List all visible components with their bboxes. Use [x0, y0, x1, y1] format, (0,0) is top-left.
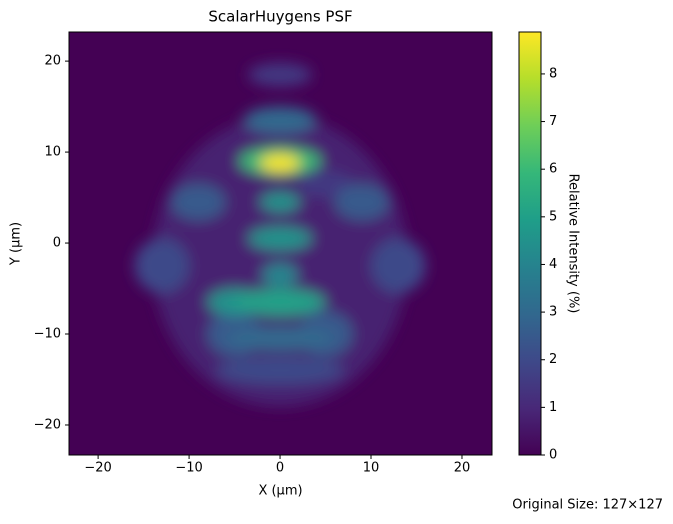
colorbar-tick-label: 7 — [549, 114, 557, 129]
colorbar — [518, 31, 542, 456]
x-axis-label: X (μm) — [258, 484, 302, 499]
colorbar-tick-label: 8 — [549, 66, 557, 81]
y-tick-label: 0 — [53, 236, 61, 251]
y-axis-label: Y (μm) — [9, 222, 24, 266]
colorbar-tick-label: 5 — [549, 209, 557, 224]
y-tick-label: −20 — [34, 417, 61, 432]
y-tick-label: 20 — [44, 54, 61, 69]
x-tick-label: 10 — [363, 461, 380, 476]
heat-blob — [371, 238, 426, 294]
heat-blob — [261, 263, 299, 287]
heat-blob — [260, 153, 301, 173]
heat-blob — [298, 170, 353, 198]
heat-blob — [248, 62, 312, 87]
heatmap — [134, 62, 426, 407]
heat-blob — [260, 192, 301, 213]
chart-title: ScalarHuygens PSF — [208, 8, 352, 26]
footnote: Original Size: 127×127 — [512, 498, 663, 513]
heat-blob — [225, 326, 335, 351]
colorbar-tick-label: 3 — [549, 305, 557, 320]
heat-blob — [248, 226, 312, 251]
colorbar-tick-label: 0 — [549, 448, 557, 463]
heat-blob — [134, 238, 190, 294]
x-tick-label: −10 — [175, 461, 202, 476]
heat-blob — [243, 106, 317, 134]
heat-blob — [334, 183, 390, 221]
x-tick-label: 0 — [276, 461, 284, 476]
heat-blob — [170, 183, 226, 221]
colorbar-label: Relative Intensity (%) — [566, 174, 581, 314]
heat-blob — [216, 356, 344, 385]
x-tick-label: −20 — [84, 461, 111, 476]
heat-blob — [234, 288, 326, 316]
y-tick-label: 10 — [44, 145, 61, 160]
colorbar-tick-label: 6 — [549, 162, 557, 177]
colorbar-tick-label: 4 — [549, 257, 557, 272]
colorbar-tick-label: 2 — [549, 352, 557, 367]
colorbar-tick-label: 1 — [549, 400, 557, 415]
x-tick-label: 20 — [454, 461, 471, 476]
y-tick-label: −10 — [34, 327, 61, 342]
